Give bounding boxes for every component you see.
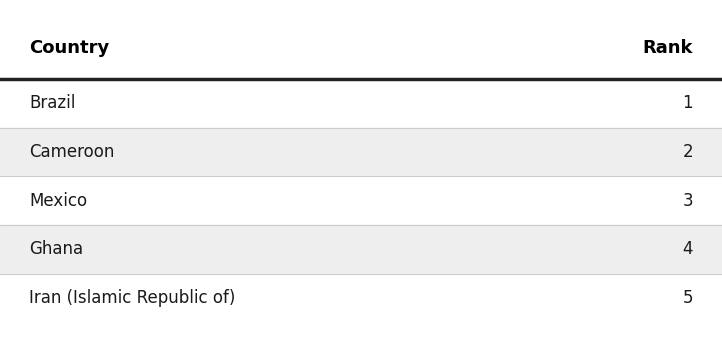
Text: Cameroon: Cameroon — [29, 143, 114, 161]
Text: 5: 5 — [682, 289, 693, 307]
Bar — [0, 225, 722, 274]
Text: Rank: Rank — [643, 38, 693, 57]
Text: Mexico: Mexico — [29, 191, 87, 210]
Text: 3: 3 — [682, 191, 693, 210]
Text: 2: 2 — [682, 143, 693, 161]
Bar — [0, 79, 722, 128]
Text: Brazil: Brazil — [29, 94, 75, 113]
Text: Country: Country — [29, 38, 109, 57]
Bar — [0, 128, 722, 176]
Bar — [0, 176, 722, 225]
Text: 4: 4 — [682, 240, 693, 258]
Bar — [0, 18, 722, 77]
Text: Ghana: Ghana — [29, 240, 83, 258]
Text: 1: 1 — [682, 94, 693, 113]
Bar — [0, 274, 722, 322]
Text: Iran (Islamic Republic of): Iran (Islamic Republic of) — [29, 289, 235, 307]
